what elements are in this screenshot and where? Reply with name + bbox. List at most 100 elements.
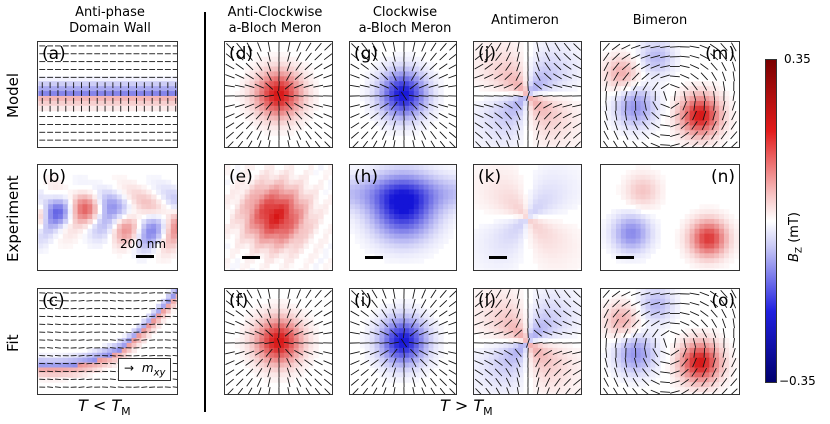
field-cell [278,223,285,230]
field-cell [374,238,380,244]
field-cell [303,357,309,364]
field-cell [399,110,405,117]
field-cell [239,342,246,349]
field-cell [577,115,581,121]
field-cell [503,140,509,146]
field-cell [269,362,275,368]
field-cell [523,71,529,77]
field-cell [374,248,380,254]
vector-arrow [572,113,581,118]
field-cell [379,184,385,191]
field-cell [513,258,519,264]
field-cell [518,204,524,210]
field-cell [111,105,118,112]
field-cell [264,347,270,354]
vector-arrow [246,299,253,308]
field-cell [523,120,529,126]
field-cell [577,328,581,334]
vector-arrow [506,387,510,394]
field-cell [126,347,133,354]
field-cell [308,76,314,82]
field-cell [116,100,123,107]
field-cell [264,184,270,191]
field-cell [527,318,534,324]
field-cell [399,223,405,230]
field-cell [418,209,425,215]
field-cell [572,352,578,359]
field-cell [283,342,290,349]
field-cell [542,342,549,349]
vector-arrow [264,94,275,98]
field-cell [438,228,444,235]
field-cell [354,165,361,171]
field-cell [542,382,549,388]
field-cell [92,357,98,364]
field-cell [474,199,480,205]
field-cell [38,248,44,254]
field-cell [399,100,405,107]
field-cell [577,318,581,324]
field-cell [508,76,514,82]
field-cell [557,298,563,305]
field-cell [87,243,93,249]
field-cell [249,347,255,354]
vector-arrow [361,289,369,299]
vector-arrow [78,292,85,294]
field-cell [399,189,405,195]
field-cell [323,204,329,210]
field-cell [527,204,534,210]
field-cell [67,233,74,240]
field-cell [389,66,395,72]
field-cell [121,352,128,359]
field-cell [288,372,295,378]
field-cell [43,194,49,200]
vector-arrow [390,329,399,337]
field-map [225,289,332,394]
field-cell [379,233,385,240]
field-cell [288,258,295,264]
vector-arrow [495,377,502,387]
field-cell [72,372,79,378]
vector-arrow [516,140,519,147]
field-cell [278,328,285,334]
field-cell [323,263,329,269]
field-cell [508,130,514,136]
field-cell [53,179,59,186]
field-cell [175,81,177,87]
field-cell [552,347,558,354]
field-cell [399,71,405,77]
field-cell [389,61,395,68]
vector-arrow [141,386,148,388]
field-cell [443,223,449,230]
field-cell [77,95,83,102]
field-cell [532,135,539,141]
field-cell [493,115,500,121]
field-cell [567,169,573,176]
field-cell [488,204,495,210]
field-cell [542,174,549,181]
field-cell [288,347,295,354]
panel-g: (g) [349,41,457,148]
field-cell [503,169,509,176]
field-cell [369,165,376,171]
vector-arrow [225,104,235,108]
vector-arrow [172,315,177,318]
field-cell [394,120,400,126]
vector-arrow [505,377,511,387]
field-cell [170,95,177,102]
field-cell [384,308,390,315]
vector-arrow [439,53,448,61]
field-cell [374,328,380,334]
field-cell [364,179,371,186]
field-cell [264,263,270,269]
field-cell [508,204,514,210]
field-cell [249,120,255,126]
vector-arrow [484,369,493,376]
field-cell [62,243,69,249]
vector-arrow [295,121,302,130]
field-cell [141,209,147,215]
vector-arrow [47,339,54,341]
field-cell [527,223,534,230]
field-cell [513,194,519,200]
field-cell [254,218,260,225]
